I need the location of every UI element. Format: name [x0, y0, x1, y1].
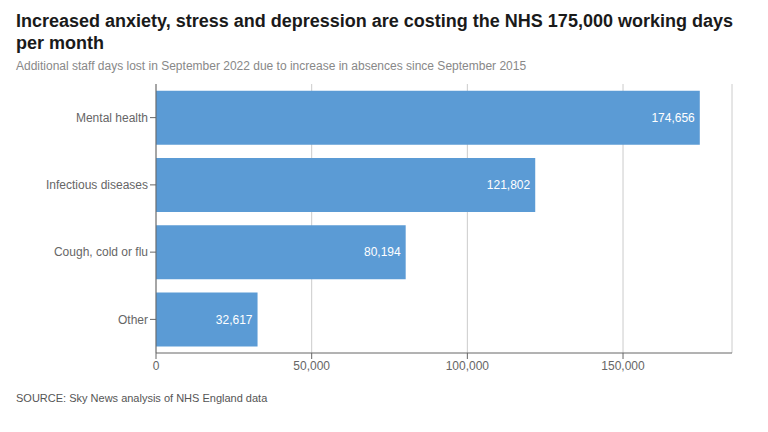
svg-text:50,000: 50,000: [293, 359, 330, 373]
html-text:Increased anxiety, stress and: Increased anxiety, stress and depression…: [16, 11, 733, 53]
svg-text:0: 0: [153, 359, 160, 373]
svg-text:150,000: 150,000: [601, 359, 645, 373]
svg-text:Cough, cold or flu: Cough, cold or flu: [54, 245, 148, 259]
svg-text:174,656: 174,656: [651, 111, 695, 125]
svg-text:Mental health: Mental health: [76, 111, 148, 125]
html-text:Additional staff days lost in: Additional staff days lost in September …: [16, 59, 527, 73]
svg-text:Infectious diseases: Infectious diseases: [46, 178, 148, 192]
svg-text:Other: Other: [118, 313, 148, 327]
svg-text:121,802: 121,802: [487, 178, 531, 192]
svg-text:32,617: 32,617: [216, 313, 253, 327]
html-text:SOURCE: Sky News analysis of N: SOURCE: Sky News analysis of NHS England…: [16, 392, 268, 404]
svg-text:100,000: 100,000: [446, 359, 490, 373]
svg-text:80,194: 80,194: [364, 245, 401, 259]
